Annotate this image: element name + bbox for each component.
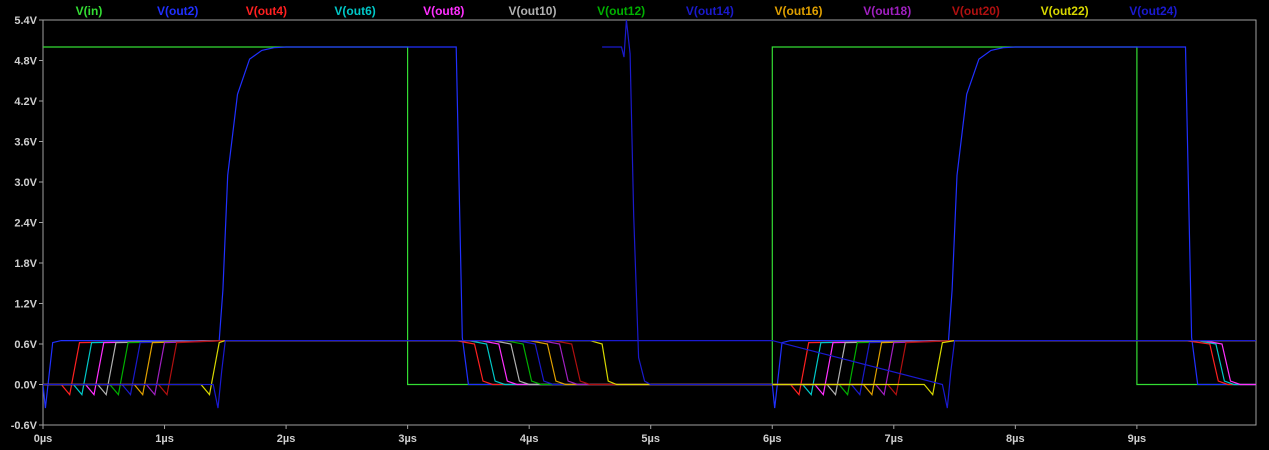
y-tick-label: -0.6V xyxy=(11,420,38,432)
legend-item[interactable]: V(out20) xyxy=(952,4,1000,18)
y-tick-label: 3.0V xyxy=(14,177,37,189)
legend-item[interactable]: V(out12) xyxy=(597,4,645,18)
x-tick-label: 0µs xyxy=(34,433,53,445)
legend-item[interactable]: V(out10) xyxy=(508,4,556,18)
legend-item[interactable]: V(out6) xyxy=(334,4,375,18)
x-tick-label: 8µs xyxy=(1006,433,1025,445)
y-tick-label: 1.2V xyxy=(14,299,37,311)
legend-item[interactable]: V(in) xyxy=(76,4,103,18)
series-line-vout6 xyxy=(43,340,1256,396)
series-line-vout2 xyxy=(43,46,1256,409)
series-line-vout18 xyxy=(43,340,1256,396)
y-tick-label: 1.8V xyxy=(14,258,37,270)
legend-item[interactable]: V(out22) xyxy=(1041,4,1089,18)
series-line-vout16 xyxy=(43,340,1256,396)
legend-item[interactable]: V(out2) xyxy=(157,4,198,18)
x-tick-label: 4µs xyxy=(520,433,539,445)
x-tick-label: 9µs xyxy=(1128,433,1147,445)
y-tick-label: 4.2V xyxy=(14,96,37,108)
y-tick-label: 5.4V xyxy=(14,15,37,27)
y-tick-label: 0.6V xyxy=(14,339,37,351)
plot-frame xyxy=(42,19,1257,426)
series-line-vout12 xyxy=(43,340,1256,396)
series-line-vout14 xyxy=(602,20,773,386)
series-line-vout14 xyxy=(43,340,1256,396)
legend-item[interactable]: V(out14) xyxy=(686,4,734,18)
y-tick-label: 2.4V xyxy=(14,218,37,230)
legend-item[interactable]: V(out18) xyxy=(863,4,911,18)
x-tick-label: 6µs xyxy=(763,433,782,445)
axes-group: -0.6V 0.0V 0.6V 1.2V 1.8V 2.4V 3.0V 3.6V 4.2V 4.8… xyxy=(11,15,1257,445)
y-tick-label: 0.0V xyxy=(14,380,37,392)
legend-item[interactable]: V(out8) xyxy=(423,4,464,18)
series-line-vout8 xyxy=(43,340,1256,396)
legend-item[interactable]: V(out4) xyxy=(246,4,287,18)
y-tick-label: 3.6V xyxy=(14,137,37,149)
series-line-vin xyxy=(43,46,1256,386)
x-tick-label: 1µs xyxy=(155,433,174,445)
legend: V(in) V(out2) V(out4) V(out6) V(out8) V(out10… xyxy=(76,4,1178,18)
x-tick-label: 3µs xyxy=(398,433,417,445)
series-line-vout4 xyxy=(43,340,1256,396)
series-line-vout10 xyxy=(43,340,1256,396)
y-tick-label: 4.8V xyxy=(14,56,37,68)
x-tick-label: 5µs xyxy=(641,433,660,445)
x-tick-label: 7µs xyxy=(885,433,904,445)
x-tick-label: 2µs xyxy=(277,433,296,445)
series-line-vout24 xyxy=(43,340,1256,409)
series-group xyxy=(43,20,1256,409)
series-line-vout22 xyxy=(43,340,1256,396)
legend-item[interactable]: V(out24) xyxy=(1129,4,1177,18)
legend-item[interactable]: V(out16) xyxy=(775,4,823,18)
series-line-vout20 xyxy=(43,340,1256,396)
